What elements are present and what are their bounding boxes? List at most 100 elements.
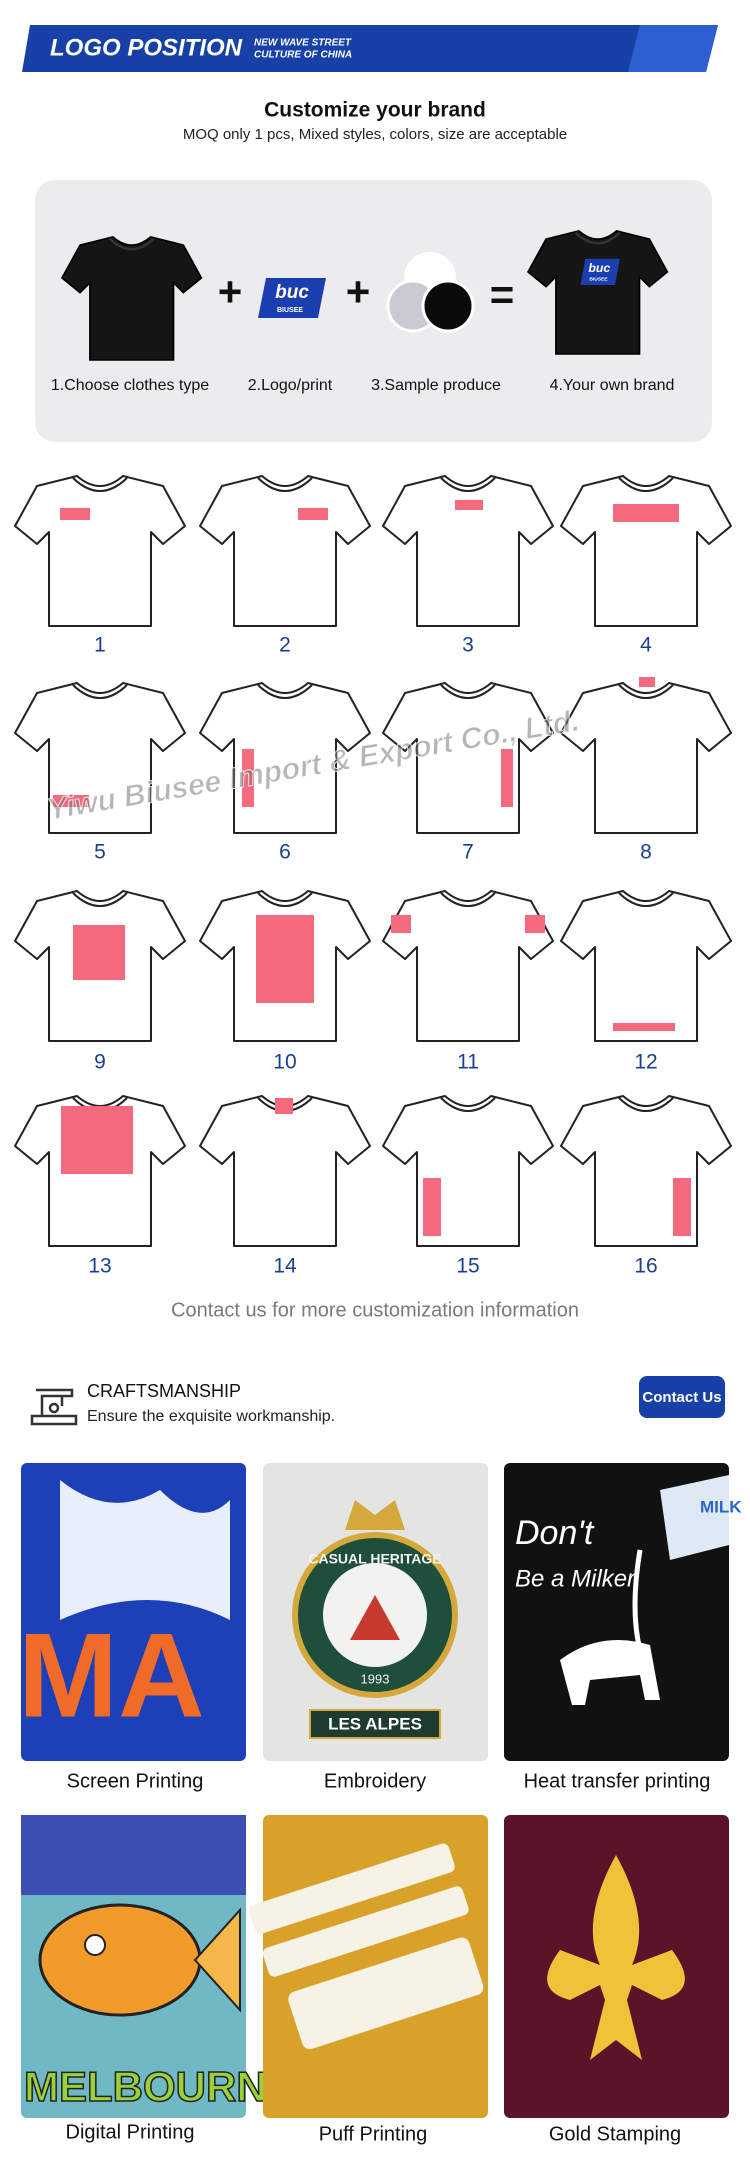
- craft-label: Heat transfer printing: [524, 1770, 711, 1792]
- position-number: 1: [94, 634, 106, 657]
- photo-heat-transfer: Don't Be a Milker MILK: [504, 1463, 742, 1761]
- photo-text: MILK: [700, 1497, 742, 1516]
- shirt-outline: [560, 1095, 732, 1247]
- print-area: [242, 749, 254, 807]
- photo-gold-stamping: [504, 1815, 729, 2118]
- photo-digital-printing: MELBOURN: [21, 1815, 267, 2118]
- photo-text: 1993: [361, 1671, 390, 1686]
- photo-screen-printing: MA: [18, 1463, 246, 1761]
- position-number: 13: [88, 1255, 111, 1278]
- shirt-outline: [382, 1095, 554, 1247]
- shirt: [382, 890, 554, 1042]
- brand-logo: buc BIUSEE: [258, 278, 326, 318]
- shirt: [14, 890, 186, 1042]
- branded-tee: buc BIUSEE: [527, 230, 669, 355]
- logo-text: buc: [275, 282, 309, 303]
- shirt: [382, 682, 554, 834]
- print-area: [613, 504, 679, 522]
- logo-text: buc: [588, 261, 610, 275]
- photo-text: CASUAL HERITAGE: [308, 1551, 441, 1567]
- position-number: 12: [634, 1051, 657, 1074]
- craft-label: Screen Printing: [67, 1770, 204, 1792]
- craft-label: Digital Printing: [66, 2121, 195, 2143]
- header-tagline: NEW WAVE STREET: [254, 38, 352, 49]
- photo-text: MA: [18, 1609, 205, 1743]
- print-area: [73, 925, 125, 980]
- print-area: [673, 1178, 691, 1236]
- crafts-subtitle: Ensure the exquisite workmanship.: [87, 1408, 335, 1425]
- shirt-outline: [199, 475, 371, 627]
- position-number: 8: [640, 841, 652, 864]
- step-label: 4.Your own brand: [550, 377, 675, 394]
- photo-text: Don't: [515, 1514, 595, 1552]
- contact-note: Contact us for more customization inform…: [171, 1299, 579, 1321]
- position-number: 4: [640, 634, 652, 657]
- print-area: [298, 508, 328, 520]
- position-number: 9: [94, 1051, 106, 1074]
- intro-subtitle: MOQ only 1 pcs, Mixed styles, colors, si…: [183, 126, 567, 143]
- photo-puff-printing: [248, 1815, 488, 2118]
- position-number: 16: [634, 1255, 657, 1278]
- shirt: [199, 1095, 371, 1247]
- shirt: [560, 475, 732, 627]
- print-area: [60, 508, 90, 520]
- header-tagline: CULTURE OF CHINA: [254, 50, 352, 61]
- shirt-outline: [560, 890, 732, 1042]
- shirt-outline: [382, 890, 554, 1042]
- shirt-outline: [560, 682, 732, 834]
- position-number: 2: [279, 634, 291, 657]
- print-area: [53, 795, 89, 807]
- shirt: [560, 1095, 732, 1247]
- print-area: [256, 915, 314, 1003]
- photo-text: MELBOURN: [24, 2063, 267, 2110]
- craft-label: Gold Stamping: [549, 2123, 681, 2145]
- print-area: [613, 1023, 675, 1031]
- crafts-title: CRAFTSMANSHIP: [87, 1381, 241, 1401]
- shirt: [14, 682, 186, 834]
- shirt: [14, 475, 186, 627]
- print-area: [525, 915, 545, 933]
- logo-brand: BIUSEE: [589, 277, 608, 283]
- print-area: [275, 1098, 293, 1114]
- position-number: 7: [462, 841, 474, 864]
- position-number: 15: [456, 1255, 479, 1278]
- shirt-outline: [199, 1095, 371, 1247]
- shirt: [14, 1095, 186, 1247]
- shirt: [560, 677, 732, 834]
- header-banner: [22, 25, 718, 72]
- intro-title: Customize your brand: [264, 99, 486, 122]
- position-number: 5: [94, 841, 106, 864]
- craft-label: Puff Printing: [319, 2123, 428, 2145]
- shirt: [199, 475, 371, 627]
- plus-sign: +: [346, 268, 371, 315]
- print-area: [501, 749, 513, 807]
- craft-label: Embroidery: [324, 1770, 426, 1792]
- photo-embroidery: CASUAL HERITAGE 1993 LES ALPES: [263, 1463, 488, 1761]
- logo-brand: BIUSEE: [277, 307, 303, 314]
- print-area: [639, 677, 655, 687]
- shirt-outline: [14, 475, 186, 627]
- shirt: [382, 1095, 554, 1247]
- machine-icon: [30, 1388, 78, 1426]
- photo-text: Be a Milker: [515, 1565, 636, 1592]
- equals-sign: =: [490, 271, 515, 318]
- plus-sign: +: [218, 268, 243, 315]
- contact-button-label[interactable]: Contact Us: [642, 1389, 721, 1406]
- position-number: 11: [457, 1051, 479, 1074]
- print-area: [423, 1178, 441, 1236]
- header-accent: [628, 25, 718, 72]
- step-label: 2.Logo/print: [248, 377, 333, 394]
- shirt: [382, 475, 554, 627]
- sample-circles: [386, 252, 475, 333]
- contact-button[interactable]: [639, 1376, 725, 1418]
- shirt: [560, 890, 732, 1042]
- position-number: 10: [273, 1051, 296, 1074]
- shirt-outline: [382, 475, 554, 627]
- photo-text: LES ALPES: [328, 1714, 422, 1733]
- print-area: [391, 915, 411, 933]
- position-number: 3: [462, 634, 474, 657]
- shirt-outline: [560, 475, 732, 627]
- position-number: 6: [279, 841, 291, 864]
